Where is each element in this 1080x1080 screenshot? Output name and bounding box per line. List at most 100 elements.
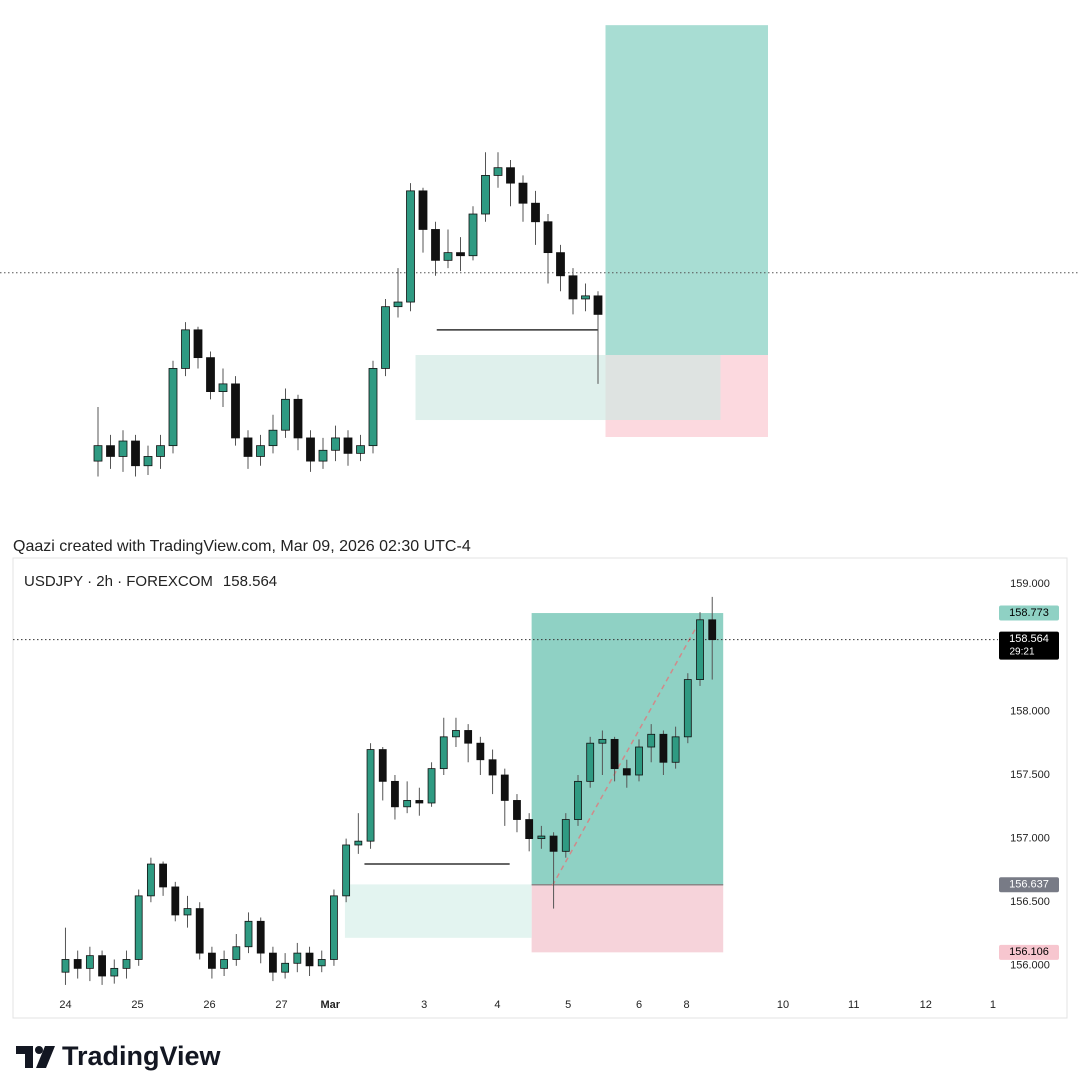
candle-body <box>378 749 387 782</box>
candle-body <box>293 952 302 964</box>
y-tick-label: 159.000 <box>1010 578 1050 590</box>
candle-body <box>156 445 165 457</box>
y-tick-label: 156.000 <box>1010 960 1050 972</box>
last-price: 158.564 <box>223 573 277 590</box>
candle-body <box>231 383 240 439</box>
candle-body <box>381 306 390 369</box>
candle-body <box>218 383 228 393</box>
candle-body <box>464 730 473 744</box>
candle-body <box>549 835 558 852</box>
candle-body <box>418 190 428 230</box>
candle-body <box>439 736 448 770</box>
candle-body <box>134 895 143 960</box>
candle-body <box>281 962 290 973</box>
x-tick-label: Mar <box>320 999 340 1011</box>
candle-body <box>195 908 204 954</box>
candle-body <box>208 952 216 969</box>
candle-body <box>556 252 565 277</box>
bottom-chart: 156.000 156.500 157.000 157.500 158.000 159.0… <box>13 573 1059 1011</box>
candle-body <box>531 202 540 223</box>
candle-body <box>659 733 668 763</box>
candle-body <box>403 800 412 808</box>
x-tick-label: 24 <box>59 999 71 1011</box>
candle-body <box>220 959 229 969</box>
candle-body <box>143 456 153 467</box>
y-tick-label: 156.500 <box>1010 896 1050 908</box>
candle-body <box>61 959 70 973</box>
drawn-line <box>551 624 699 887</box>
countdown: 29:21 <box>1009 646 1034 657</box>
caption: Qaazi created with TradingView.com, Mar … <box>13 538 471 555</box>
candle-body <box>368 368 378 447</box>
candle-body <box>476 742 485 761</box>
candle-body <box>415 800 424 804</box>
x-tick-label: 5 <box>565 999 571 1011</box>
candle-body <box>317 959 326 967</box>
price-label: 158.564 <box>1009 633 1049 645</box>
candle-body <box>354 840 363 846</box>
x-tick-label: 8 <box>684 999 690 1011</box>
candle-body <box>635 746 643 776</box>
candle-body <box>183 908 192 916</box>
logo-icon <box>36 1046 55 1068</box>
zone <box>531 884 724 953</box>
candle-body <box>593 295 603 315</box>
y-tick-label: 158.000 <box>1010 705 1050 717</box>
x-tick-label: 6 <box>636 999 642 1011</box>
candle-body <box>610 738 619 770</box>
x-tick-label: 12 <box>920 999 932 1011</box>
candle-body <box>598 738 607 744</box>
candle-body <box>306 437 315 462</box>
candle-body <box>159 863 167 888</box>
logo: TradingView <box>16 1041 222 1071</box>
x-tick-label: 3 <box>421 999 427 1011</box>
candle-body <box>268 429 278 447</box>
candle-body <box>683 679 692 738</box>
price-label: 156.106 <box>1009 946 1049 958</box>
candle-body <box>488 759 497 776</box>
candle-body <box>98 955 106 977</box>
candle-body <box>568 275 578 300</box>
candle-body <box>256 445 265 457</box>
candle-body <box>269 952 277 973</box>
x-tick-label: 1 <box>990 999 996 1011</box>
x-tick-label: 27 <box>275 999 287 1011</box>
candle-body <box>118 440 128 457</box>
y-tick-label: 157.500 <box>1010 769 1050 781</box>
candle-body <box>393 301 403 308</box>
price-label-box <box>999 631 1059 660</box>
candle-body <box>543 221 553 254</box>
candle-body <box>85 955 94 969</box>
candle-body <box>73 959 82 969</box>
candle-body <box>243 437 253 457</box>
candle-body <box>696 619 704 680</box>
candle-body <box>366 749 375 842</box>
candle-body <box>342 844 351 897</box>
candle-body <box>647 733 656 748</box>
candle-body <box>581 295 590 300</box>
candle-body <box>427 768 436 804</box>
candle-body <box>181 329 190 369</box>
candle-body <box>506 167 515 184</box>
price-label-box <box>999 605 1059 621</box>
candle-body <box>671 736 680 763</box>
candle-body <box>431 229 440 261</box>
candle-body <box>561 819 570 852</box>
logo-text: TradingView <box>62 1041 222 1071</box>
logo-icon <box>35 1046 43 1054</box>
candle-body <box>146 863 155 897</box>
candle-body <box>122 959 131 969</box>
candle-body <box>586 742 595 782</box>
candle-body <box>356 445 365 454</box>
candle-body <box>468 213 478 257</box>
candle-body <box>513 800 521 820</box>
price-label: 156.637 <box>1009 879 1049 891</box>
candle-body <box>406 190 415 303</box>
candle-body <box>244 920 253 948</box>
y-tick-label: 157.000 <box>1010 833 1050 845</box>
top-chart <box>0 25 1080 477</box>
candle-body <box>330 895 338 960</box>
x-tick-label: 4 <box>494 999 500 1011</box>
candle-body <box>574 780 582 820</box>
